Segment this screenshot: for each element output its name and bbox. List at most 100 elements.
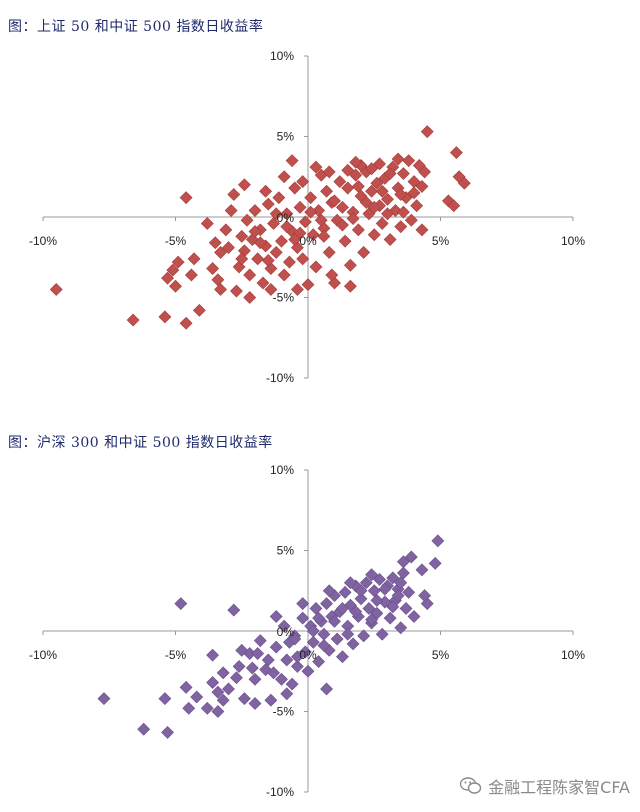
x-tick-label: 5%: [432, 648, 450, 662]
scatter-point: [296, 597, 310, 611]
scatter-point: [243, 268, 257, 282]
scatter-point: [288, 632, 302, 646]
scatter-point: [322, 165, 336, 179]
scatter-point: [375, 217, 389, 230]
x-tick-label: 0%: [299, 648, 317, 662]
scatter-point: [227, 603, 241, 617]
scatter-point: [354, 592, 368, 606]
scatter-point: [396, 205, 410, 219]
scatter-point: [267, 666, 280, 680]
scatter-point: [338, 234, 352, 248]
scatter-point: [269, 207, 283, 221]
scatter-point: [333, 175, 347, 189]
scatter-point: [391, 152, 405, 166]
x-tick-label: 10%: [561, 648, 585, 662]
scatter-point: [383, 233, 397, 246]
scatter-point: [312, 611, 326, 625]
scatter-point: [208, 236, 222, 250]
scatter-point: [341, 627, 355, 641]
scatter-point: [232, 659, 246, 673]
scatter-point: [222, 682, 235, 696]
scatter-point: [275, 672, 288, 686]
scatter-point: [328, 614, 341, 628]
scatter-point: [357, 245, 371, 259]
scatter-series: [97, 534, 445, 739]
scatter-point: [349, 168, 363, 182]
scatter-point: [386, 571, 400, 585]
scatter-point: [298, 215, 312, 229]
scatter-point: [312, 655, 326, 669]
scatter-point: [161, 726, 174, 739]
scatter-point: [261, 653, 275, 667]
scatter-point: [320, 184, 333, 198]
scatter-point: [402, 585, 416, 599]
scatter-point: [404, 213, 418, 227]
scatter-point: [158, 692, 172, 706]
scatter-point: [161, 271, 174, 285]
scatter-point: [418, 165, 432, 179]
scatter-point: [404, 550, 418, 564]
scatter-point: [341, 163, 355, 177]
x-tick-label: 0%: [299, 234, 317, 248]
scatter-point: [216, 666, 230, 680]
chart-1-plot: -10% -5% 0% 5% 10% 10% 5% 0% -5% -10%: [29, 49, 585, 385]
scatter-point: [336, 218, 349, 232]
scatter-point: [373, 573, 386, 586]
scatter-point: [415, 179, 429, 193]
scatter-point: [290, 283, 304, 296]
scatter-point: [285, 154, 299, 168]
y-tick-label: 0%: [277, 625, 295, 639]
scatter-point: [383, 167, 397, 180]
scatter-point: [428, 556, 442, 570]
scatter-point: [187, 252, 201, 266]
scatter-point: [224, 204, 238, 217]
scatter-point: [269, 640, 283, 654]
scatter-point: [407, 186, 421, 200]
scatter-point: [97, 692, 111, 706]
scatter-point: [351, 223, 365, 237]
scatter-point: [222, 241, 235, 255]
scatter-point: [309, 602, 323, 615]
scatter-point: [206, 262, 220, 275]
x-tick-label: 5%: [432, 234, 450, 248]
scatter-point: [192, 303, 206, 317]
scatter-point: [314, 213, 328, 227]
scatter-point: [261, 254, 275, 267]
scatter-point: [328, 194, 341, 208]
scatter-point: [351, 179, 365, 193]
scatter-point: [267, 217, 280, 230]
y-tick-label: 0%: [277, 211, 295, 225]
scatter-point: [285, 677, 299, 691]
scatter-point: [336, 602, 349, 615]
scatter-point: [261, 197, 275, 211]
scatter-point: [367, 200, 381, 214]
scatter-point: [179, 680, 193, 694]
scatter-point: [383, 611, 397, 625]
scatter-point: [386, 600, 400, 614]
scatter-point: [211, 685, 225, 699]
y-tick-label: -5%: [273, 705, 295, 719]
scatter-point: [174, 597, 188, 611]
scatter-point: [243, 291, 257, 304]
scatter-point: [277, 619, 291, 633]
scatter-point: [296, 611, 310, 625]
scatter-point: [216, 693, 230, 707]
scatter-point: [227, 188, 241, 201]
scatter-point: [381, 192, 394, 206]
y-tick-label: -5%: [273, 291, 295, 305]
scatter-point: [306, 635, 320, 649]
scatter-point: [381, 207, 394, 221]
scatter-point: [219, 223, 233, 237]
scatter-point: [290, 659, 304, 673]
scatter-point: [346, 212, 360, 226]
scatter-point: [269, 610, 283, 623]
scatter-point: [237, 692, 251, 706]
scatter-point: [349, 605, 363, 619]
scatter-point: [343, 258, 357, 272]
scatter-point: [264, 283, 278, 296]
scatter-point: [296, 252, 310, 266]
scatter-point: [269, 245, 283, 259]
scatter-point: [306, 228, 320, 242]
x-tick-label: -5%: [165, 234, 187, 248]
scatter-point: [306, 624, 320, 638]
